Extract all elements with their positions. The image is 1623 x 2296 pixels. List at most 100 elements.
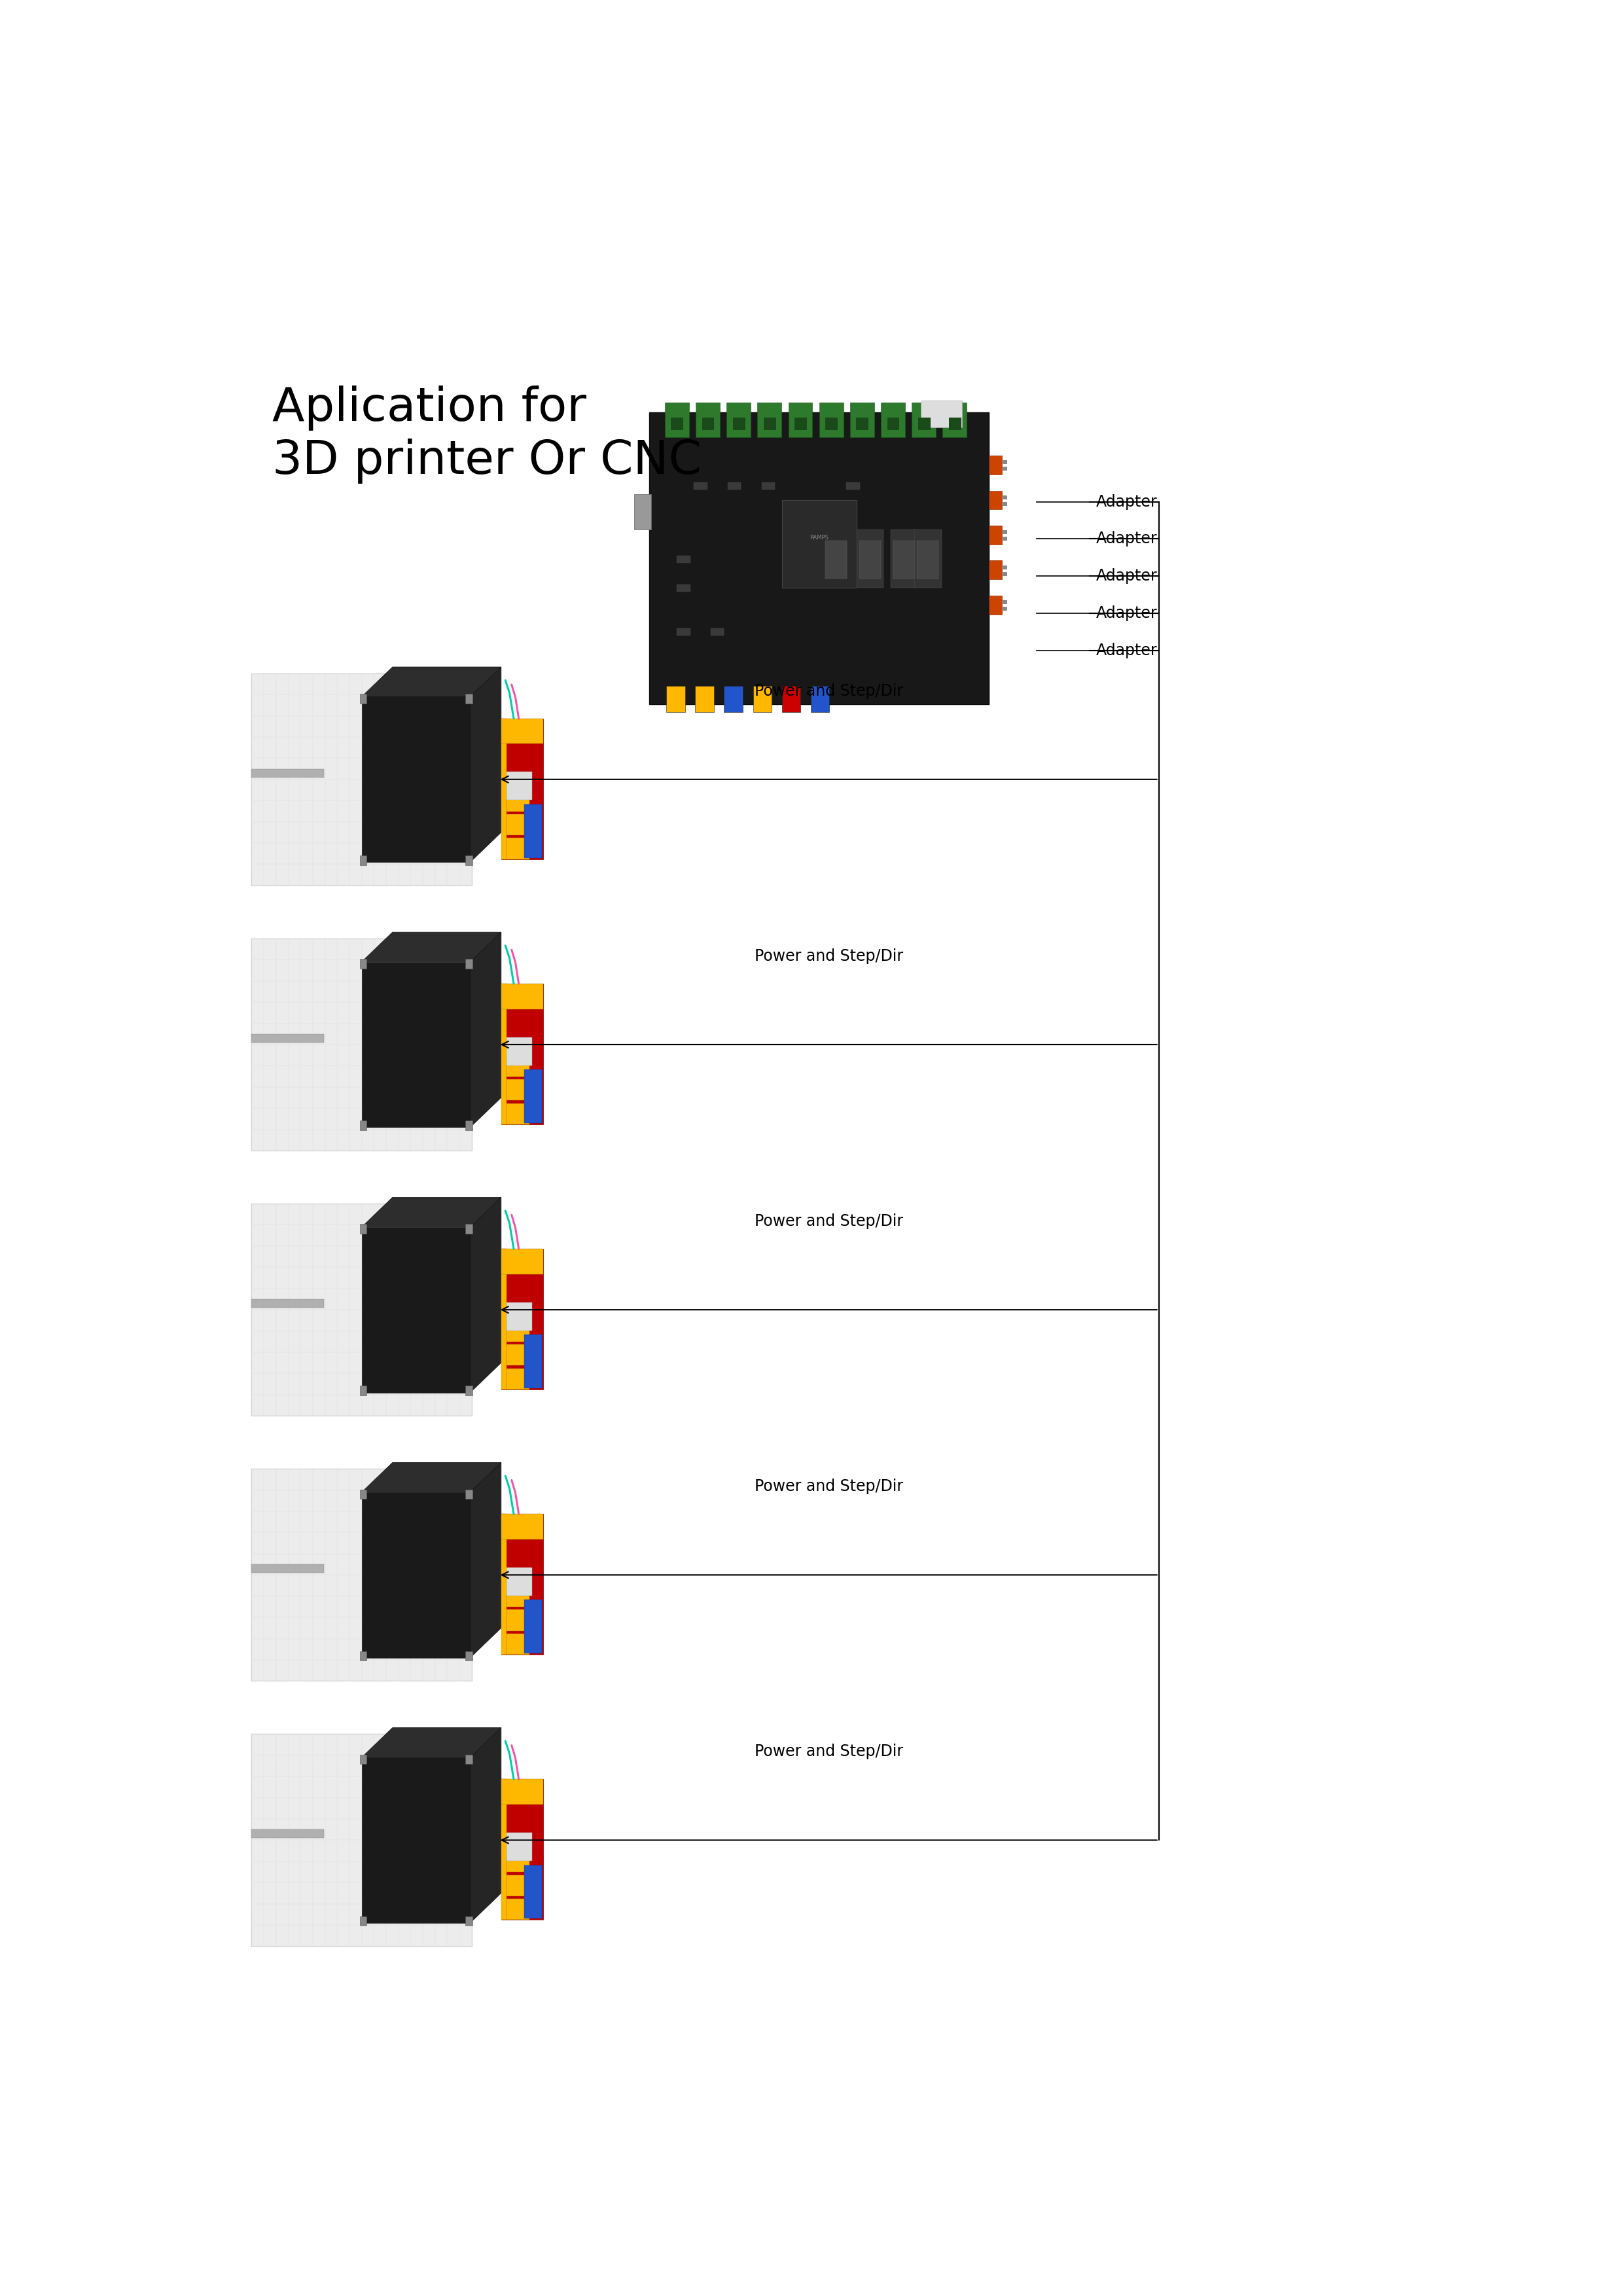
Bar (360, 960, 367, 969)
Bar (727, 402, 751, 436)
Bar (506, 790, 529, 810)
Bar (893, 542, 915, 579)
Bar (850, 402, 875, 436)
Text: Adapter: Adapter (1096, 643, 1157, 659)
Text: Adapter: Adapter (1096, 494, 1157, 510)
Polygon shape (362, 666, 502, 696)
Bar (1001, 503, 1008, 505)
Bar (922, 402, 962, 427)
Bar (252, 1300, 325, 1309)
Bar (502, 1513, 544, 1538)
Bar (677, 585, 690, 592)
Bar (502, 1249, 506, 1389)
Bar (988, 595, 1001, 615)
Bar (252, 1033, 325, 1042)
Bar (789, 402, 813, 436)
Bar (891, 528, 917, 588)
Bar (502, 1779, 506, 1919)
Bar (506, 815, 529, 836)
Bar (846, 482, 860, 489)
Polygon shape (362, 1492, 471, 1658)
Bar (466, 960, 472, 969)
Text: Aplication for: Aplication for (273, 386, 586, 432)
Bar (360, 1387, 367, 1396)
Bar (506, 1851, 529, 1871)
Bar (764, 418, 776, 429)
Bar (524, 804, 542, 859)
Text: Power and Step/Dir: Power and Step/Dir (755, 682, 902, 698)
Bar (466, 1754, 472, 1763)
Bar (506, 1056, 529, 1077)
Bar (912, 402, 936, 436)
Bar (252, 1469, 472, 1681)
Bar (506, 1345, 529, 1366)
Polygon shape (362, 1196, 502, 1226)
Bar (758, 402, 782, 436)
Bar (988, 491, 1001, 510)
Bar (506, 1899, 529, 1919)
Bar (693, 482, 708, 489)
Bar (506, 1038, 532, 1065)
Bar (360, 1224, 367, 1233)
Bar (919, 418, 930, 429)
Bar (795, 418, 807, 429)
Bar (502, 1779, 544, 1919)
Polygon shape (362, 1756, 471, 1922)
Polygon shape (362, 1226, 471, 1391)
Bar (826, 418, 837, 429)
Bar (1001, 530, 1008, 535)
Text: Power and Step/Dir: Power and Step/Dir (755, 1479, 902, 1495)
Bar (696, 402, 719, 436)
Bar (360, 1651, 367, 1660)
Bar (635, 494, 651, 528)
Polygon shape (471, 932, 502, 1127)
Text: Power and Step/Dir: Power and Step/Dir (755, 948, 902, 964)
Bar (943, 402, 967, 436)
Bar (506, 1587, 529, 1607)
Bar (506, 1568, 532, 1596)
Bar (252, 769, 325, 778)
Bar (502, 719, 544, 744)
Bar (360, 1754, 367, 1763)
Text: 3D printer Or CNC: 3D printer Or CNC (273, 439, 701, 484)
Bar (670, 418, 683, 429)
Bar (727, 482, 742, 489)
Bar (724, 687, 743, 712)
Bar (252, 1733, 472, 1947)
Bar (506, 1320, 529, 1341)
Bar (524, 1334, 542, 1389)
Polygon shape (362, 1727, 502, 1756)
Text: Adapter: Adapter (1096, 606, 1157, 620)
Bar (506, 1876, 529, 1896)
Bar (524, 1864, 542, 1919)
Bar (812, 687, 829, 712)
Bar (466, 1224, 472, 1233)
Bar (466, 856, 472, 866)
Polygon shape (471, 666, 502, 861)
Bar (502, 983, 544, 1125)
Bar (506, 1368, 529, 1389)
Bar (988, 560, 1001, 579)
Bar (782, 687, 800, 712)
Bar (506, 1302, 532, 1329)
Bar (761, 482, 776, 489)
Polygon shape (471, 1727, 502, 1922)
Bar (466, 1120, 472, 1130)
Bar (360, 693, 367, 703)
Bar (1001, 496, 1008, 498)
Bar (695, 687, 714, 712)
Bar (360, 1120, 367, 1130)
Bar (753, 687, 771, 712)
Bar (502, 719, 506, 859)
Bar (988, 455, 1001, 475)
Bar (677, 629, 690, 636)
Polygon shape (362, 696, 471, 861)
Bar (1001, 572, 1008, 576)
Bar (711, 629, 724, 636)
Bar (524, 1070, 542, 1123)
Bar (917, 542, 938, 579)
Bar (649, 413, 988, 705)
Bar (857, 418, 868, 429)
Bar (252, 673, 472, 886)
Bar (252, 1830, 325, 1839)
